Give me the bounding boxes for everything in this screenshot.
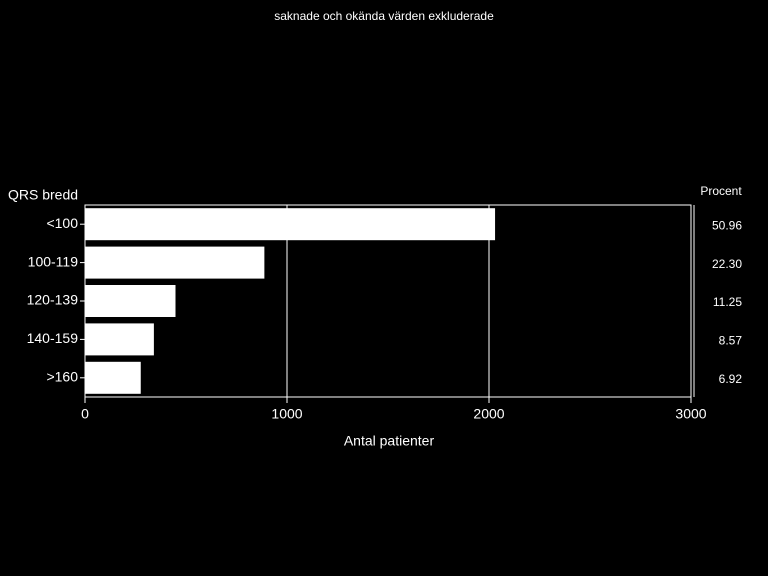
x-tick-label: 1000 xyxy=(271,406,302,422)
percent-label: 50.96 xyxy=(712,218,742,232)
percent-label: 11.25 xyxy=(713,295,742,309)
percent-label: 8.57 xyxy=(719,334,743,348)
category-axis-title: QRS bredd xyxy=(8,187,78,203)
y-tick-label: 120-139 xyxy=(27,292,79,308)
bar xyxy=(85,323,154,356)
percent-label: 22.30 xyxy=(712,257,742,271)
bar xyxy=(85,361,141,394)
y-tick-label: 140-159 xyxy=(27,330,79,346)
bar xyxy=(85,208,496,241)
x-axis-title: Antal patienter xyxy=(344,433,435,449)
y-tick-label: >160 xyxy=(46,369,78,385)
bar xyxy=(85,285,176,317)
percent-label: 6.92 xyxy=(719,372,743,386)
percent-title: Procent xyxy=(700,184,742,198)
x-tick-label: 0 xyxy=(81,406,89,422)
y-tick-label: <100 xyxy=(46,215,78,231)
x-tick-label: 2000 xyxy=(473,406,504,422)
y-tick-label: 100-119 xyxy=(28,253,79,269)
chart-title: saknade och okända värden exkluderade xyxy=(274,9,494,23)
bar xyxy=(85,246,265,279)
x-tick-label: 3000 xyxy=(675,406,706,422)
